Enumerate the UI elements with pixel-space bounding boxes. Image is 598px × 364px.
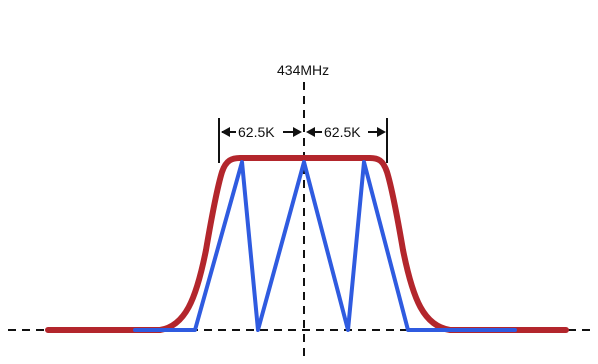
- center-frequency-label: 434MHz: [275, 62, 332, 78]
- left-span-arrowhead-right: [293, 127, 302, 137]
- right-span-arrowhead-left: [306, 127, 315, 137]
- spectrum-envelope: [45, 155, 569, 333]
- right-span-arrowhead-right: [377, 127, 386, 137]
- left-span-label: 62.5K: [238, 124, 275, 140]
- left-span-arrowhead-left: [221, 127, 230, 137]
- right-span-label: 62.5K: [324, 124, 361, 140]
- channel-lobes: [133, 160, 517, 332]
